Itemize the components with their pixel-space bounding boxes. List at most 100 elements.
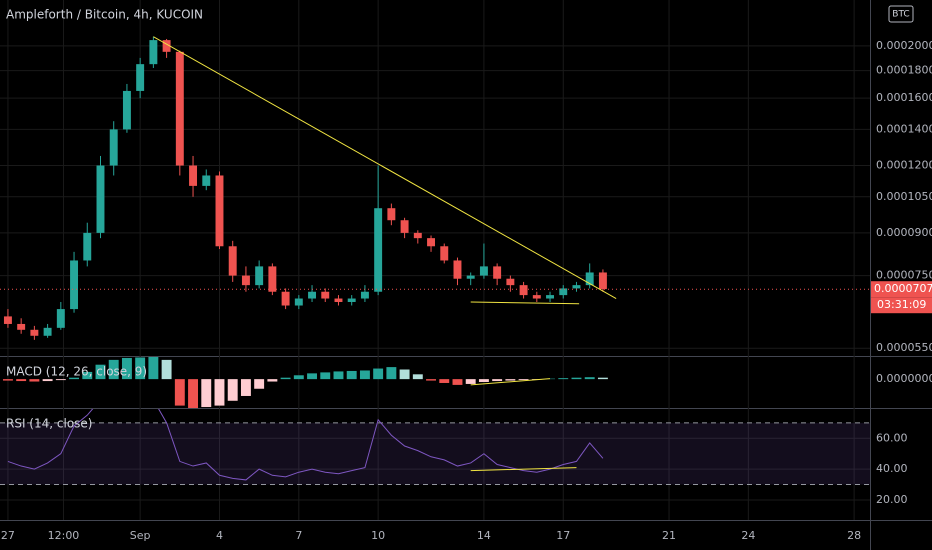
histogram-bar: [135, 357, 146, 380]
candle-body: [241, 275, 250, 286]
histogram-bar: [29, 379, 40, 382]
histogram-bar: [121, 357, 132, 380]
candle-body: [598, 272, 607, 290]
histogram-bar: [584, 377, 595, 380]
histogram-bar: [373, 368, 384, 380]
candle-body: [56, 309, 65, 328]
y-tick-label: 0.0000750: [876, 269, 932, 282]
candle-body: [109, 129, 118, 166]
histogram-bar: [55, 379, 66, 381]
candle-body: [546, 295, 554, 299]
rsi-band-fill: [0, 422, 870, 485]
histogram-bar: [333, 371, 344, 380]
candle-body: [374, 208, 383, 292]
currency: BTC: [892, 10, 909, 20]
histogram-bar: [293, 375, 304, 380]
x-tick-label: 27: [1, 529, 15, 542]
x-tick-label: 24: [741, 529, 755, 542]
price-pane: [0, 36, 870, 340]
candle-body: [440, 246, 449, 261]
histogram-bar: [214, 379, 225, 406]
histogram-bar: [597, 377, 608, 380]
histogram-bar: [82, 371, 93, 380]
candle-body: [281, 291, 290, 306]
histogram-bar: [148, 357, 159, 380]
overlay: 27 12:00 Sep 4 7 10 14 17 21 24 28 Ampleforth / Bit…: [1, 5, 932, 542]
candle-body: [202, 175, 211, 186]
candle-body: [96, 165, 105, 233]
candle-body: [308, 291, 317, 299]
histogram-bar: [386, 367, 397, 380]
histogram-bar: [359, 370, 370, 380]
histogram-bar: [465, 379, 476, 384]
histogram-bar: [558, 378, 569, 380]
histogram-bar: [227, 379, 238, 401]
y-tick-label: 0.0001400: [876, 122, 932, 135]
histogram-bar: [42, 379, 53, 382]
rsi-pane: [0, 409, 870, 486]
y-tick-label: 60.00: [876, 431, 908, 444]
histogram-bar: [280, 377, 291, 380]
candle-body: [387, 208, 396, 221]
pane-title: MACD (12, 26, close, 9): [6, 365, 147, 379]
y-tick-label: 0.0000900: [876, 226, 932, 239]
histogram-bar: [188, 379, 198, 408]
histogram-bar: [267, 379, 278, 382]
countdown-box: [871, 297, 932, 314]
candle-body: [413, 232, 422, 239]
y-tick-label: 0.0002000: [876, 39, 932, 52]
histogram-bar: [95, 364, 106, 380]
histogram-bar: [69, 377, 80, 380]
histogram-bar: [518, 379, 529, 381]
histogram-bar: [320, 372, 331, 380]
histogram-bar: [254, 379, 265, 389]
histogram-bar: [399, 369, 410, 380]
candle-body: [189, 165, 198, 186]
histogram-bar: [16, 379, 27, 382]
trend-line: [470, 301, 580, 305]
histogram-bar: [439, 379, 450, 383]
histogram-bar: [571, 377, 582, 380]
candle-body: [559, 288, 568, 296]
x-tick-label: 7: [295, 529, 302, 542]
rsi-line: [7, 409, 604, 481]
y-tick-label: 0.0001600: [876, 91, 932, 104]
candle-body: [43, 327, 52, 336]
candle-body: [479, 266, 488, 276]
macd-pane: [2, 357, 608, 408]
candle-body: [255, 266, 264, 286]
x-tick-label: 21: [662, 529, 676, 542]
trend-line: [470, 467, 577, 472]
candle-body: [572, 285, 581, 289]
histogram-bar: [492, 379, 503, 382]
candle-body: [585, 272, 594, 286]
candle-body: [122, 90, 131, 130]
candle-body: [70, 260, 79, 310]
candle-body: [149, 40, 158, 65]
pane-title: Ampleforth / Bitcoin, 4h, KUCOIN: [6, 8, 203, 22]
histogram-bar: [240, 379, 251, 396]
last-price-label: 0.00007076: [874, 282, 932, 295]
histogram-bar: [307, 373, 317, 380]
candle-body: [519, 285, 528, 296]
histogram-bar: [426, 379, 436, 381]
candle-body: [136, 64, 145, 91]
candle-body: [493, 266, 502, 279]
candle-body: [30, 329, 39, 336]
trend-line: [153, 36, 617, 299]
candle-body: [506, 278, 515, 286]
histogram-bar: [2, 379, 13, 381]
candle-body: [532, 295, 541, 299]
x-tick-label: 12:00: [48, 529, 80, 542]
candle-body: [400, 220, 409, 233]
y-tick-label: 0.0000550: [876, 341, 932, 354]
histogram-bar: [174, 379, 185, 406]
x-tick-label: 10: [371, 529, 385, 542]
candle-body: [175, 51, 184, 166]
candle-body: [334, 298, 343, 302]
candle-body: [466, 275, 475, 279]
pane-title: RSI (14, close): [6, 417, 92, 431]
candle-body: [453, 260, 462, 279]
candle-body: [321, 291, 330, 299]
